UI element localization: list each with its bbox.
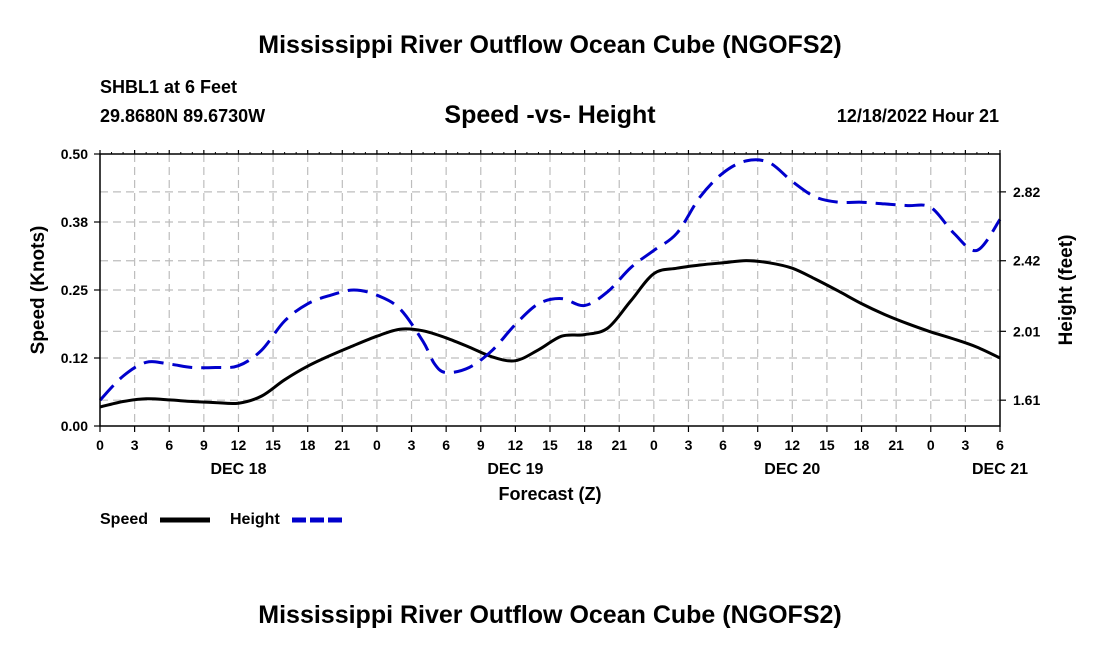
x-tick-label: 3 — [685, 437, 693, 453]
x-tick-label: 0 — [650, 437, 658, 453]
axis-ticks — [94, 150, 1006, 432]
x-tick-label: 6 — [165, 437, 173, 453]
axis-labels: 0 3 6 9 12 15 18 21 0 3 6 9 12 15 18 21 0 3 6 9 12 15 18 21 0 3 6 0… — [28, 146, 1077, 504]
x-day-label: DEC 20 — [764, 461, 820, 478]
legend-label-speed: Speed — [100, 511, 148, 528]
x-tick-label: 0 — [96, 437, 104, 453]
x-tick-label: 18 — [300, 437, 316, 453]
x-tick-label: 15 — [542, 437, 558, 453]
x-day-label: DEC 19 — [487, 461, 543, 478]
x-tick-label: 9 — [477, 437, 485, 453]
x-tick-label: 0 — [927, 437, 935, 453]
x-tick-label: 6 — [996, 437, 1004, 453]
y-left-tick-label: 0.38 — [61, 214, 88, 230]
y-left-tick-label: 0.12 — [61, 350, 88, 366]
footer-title: Mississippi River Outflow Ocean Cube (NG… — [258, 601, 842, 629]
chart-title: Speed -vs- Height — [444, 101, 656, 129]
x-tick-label: 15 — [265, 437, 281, 453]
x-tick-label: 9 — [754, 437, 762, 453]
x-tick-label: 6 — [719, 437, 727, 453]
station-coords: 29.8680N 89.6730W — [100, 106, 266, 126]
x-tick-label: 3 — [131, 437, 139, 453]
y-left-tick-label: 0.25 — [61, 282, 88, 298]
station-name: SHBL1 at 6 Feet — [100, 77, 238, 97]
page-title: Mississippi River Outflow Ocean Cube (NG… — [258, 31, 842, 59]
x-tick-label: 3 — [961, 437, 969, 453]
series-line-speed — [99, 259, 1001, 409]
y-right-tick-label: 2.01 — [1013, 323, 1040, 339]
y-right-tick-label: 1.61 — [1013, 392, 1040, 408]
y-right-tick-label: 2.82 — [1013, 184, 1040, 200]
series-lines — [98, 158, 1002, 409]
x-tick-label: 18 — [854, 437, 870, 453]
x-axis-title: Forecast (Z) — [498, 484, 601, 504]
x-tick-label: 0 — [373, 437, 381, 453]
x-tick-label: 15 — [819, 437, 835, 453]
x-day-label: DEC 21 — [972, 461, 1028, 478]
y-left-tick-label: 0.50 — [61, 146, 88, 162]
x-tick-label: 9 — [200, 437, 208, 453]
forecast-datetime: 12/18/2022 Hour 21 — [836, 106, 999, 126]
y-right-tick-label: 2.42 — [1013, 253, 1040, 269]
grid-lines — [100, 154, 1000, 426]
y-right-axis-title: Height (feet) — [1056, 235, 1077, 346]
x-tick-label: 12 — [508, 437, 524, 453]
y-left-axis-title: Speed (Knots) — [28, 226, 49, 355]
x-tick-label: 18 — [577, 437, 593, 453]
x-tick-label: 12 — [231, 437, 247, 453]
x-tick-label: 3 — [408, 437, 416, 453]
x-tick-label: 6 — [442, 437, 450, 453]
x-tick-label: 21 — [888, 437, 904, 453]
x-day-label: DEC 18 — [210, 461, 266, 478]
legend: Speed Height — [100, 511, 342, 528]
legend-label-height: Height — [230, 511, 280, 528]
x-tick-label: 21 — [335, 437, 351, 453]
x-tick-label: 21 — [611, 437, 627, 453]
y-left-tick-label: 0.00 — [61, 418, 88, 434]
x-tick-label: 12 — [785, 437, 801, 453]
